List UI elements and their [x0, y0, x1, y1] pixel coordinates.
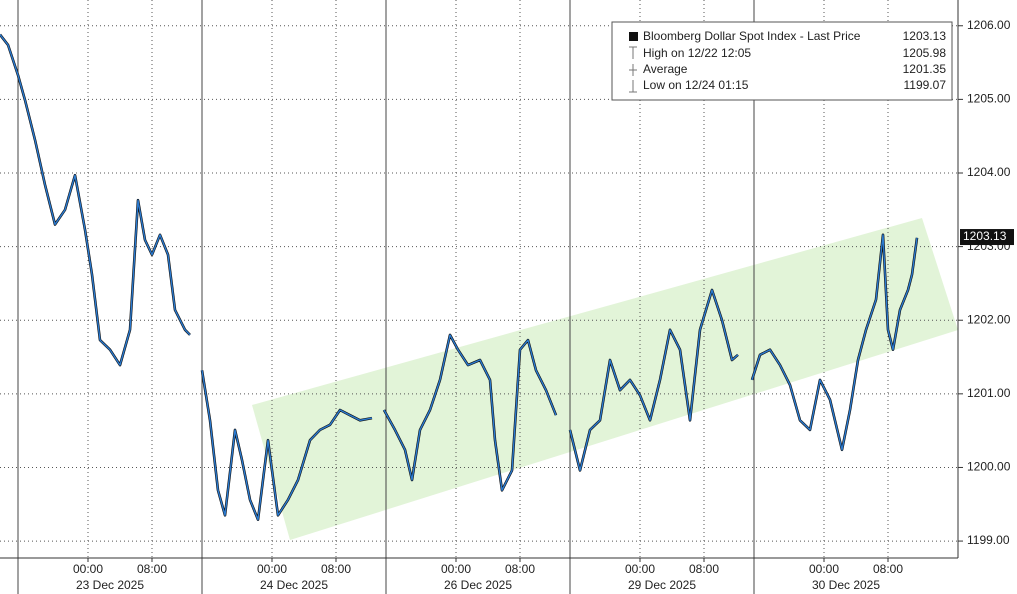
- date-label: 26 Dec 2025: [444, 578, 512, 592]
- y-tick-label: 1205.00: [967, 92, 1011, 106]
- y-tick-label: 1206.00: [967, 18, 1011, 32]
- date-label: 29 Dec 2025: [628, 578, 696, 592]
- x-tick-label: 08:00: [873, 562, 903, 576]
- y-tick-label: 1201.00: [967, 386, 1011, 400]
- x-tick-label: 00:00: [625, 562, 655, 576]
- legend-label: High on 12/22 12:05: [643, 46, 751, 60]
- date-label: 24 Dec 2025: [260, 578, 328, 592]
- legend-title: Bloomberg Dollar Spot Index - Last Price: [643, 29, 861, 43]
- price-line: [0, 34, 918, 521]
- y-tick-label: 1202.00: [967, 312, 1011, 326]
- date-label: 23 Dec 2025: [76, 578, 144, 592]
- x-tick-label: 08:00: [321, 562, 351, 576]
- legend-value: 1199.07: [904, 78, 947, 92]
- date-label: 30 Dec 2025: [812, 578, 880, 592]
- legend-label: Average: [643, 62, 688, 76]
- last-price-tag: [960, 229, 1014, 246]
- x-tick-label: 08:00: [137, 562, 167, 576]
- y-tick-label: 1204.00: [967, 165, 1011, 179]
- trend-channel: [252, 218, 958, 540]
- legend-swatch: [629, 32, 638, 41]
- legend-label: Low on 12/24 01:15: [643, 78, 749, 92]
- y-tick-label: 1200.00: [967, 460, 1011, 474]
- legend-value: 1203.13: [903, 29, 947, 43]
- plot: [0, 33, 919, 521]
- legend-value: 1205.98: [903, 46, 947, 60]
- legend-box: [611, 21, 953, 101]
- x-tick-label: 00:00: [73, 562, 103, 576]
- last-price-label: 1203.13: [963, 229, 1007, 243]
- legend: Bloomberg Dollar Spot Index - Last Price…: [611, 21, 953, 101]
- legend-icons: [629, 46, 637, 93]
- x-tick-label: 00:00: [257, 562, 287, 576]
- x-tick-label: 08:00: [505, 562, 535, 576]
- x-tick-label: 00:00: [809, 562, 839, 576]
- x-tick-label: 00:00: [441, 562, 471, 576]
- legend-value: 1201.35: [903, 62, 947, 76]
- x-tick-label: 08:00: [689, 562, 719, 576]
- y-tick-label: 1199.00: [967, 533, 1010, 547]
